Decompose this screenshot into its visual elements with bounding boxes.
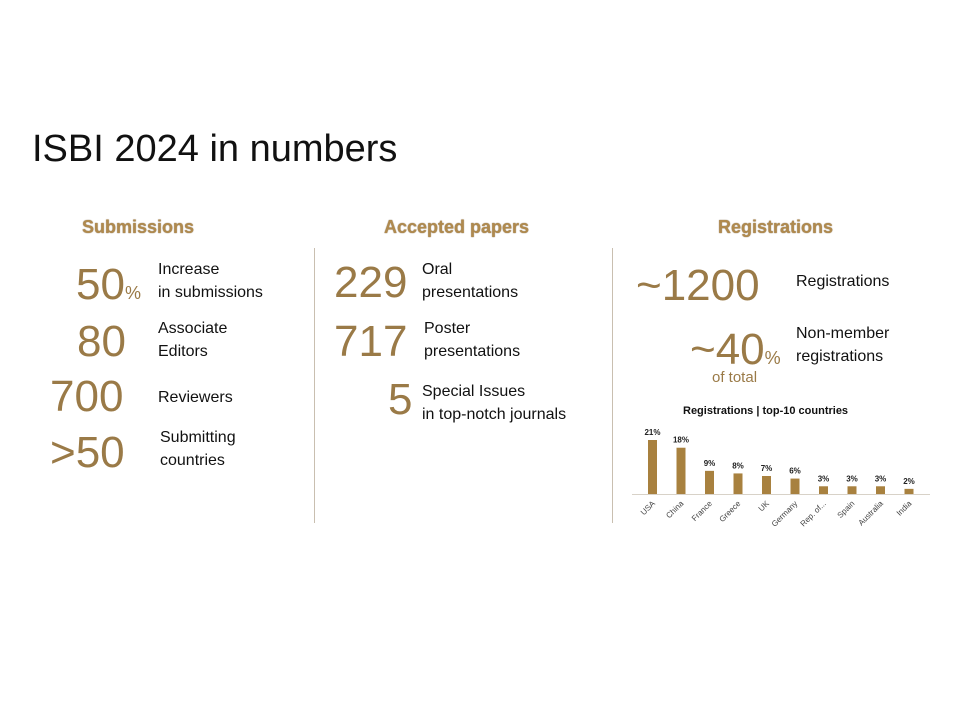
category-label: Rep. of... [799,499,828,528]
reviewers-label: Reviewers [158,386,233,409]
data-label: 3% [846,474,858,483]
data-label: 9% [704,459,716,468]
stat-label-line2: in submissions [158,284,263,301]
bar-china [676,447,686,494]
registrations-total-label: Registrations [796,273,890,290]
associate-editors-value: 80 [77,317,126,366]
bar-france [705,470,714,494]
bar-uk [762,476,771,494]
column-divider-right [612,248,613,523]
data-label: 6% [789,467,801,476]
data-label: 8% [732,461,744,470]
category-label: Greece [717,499,742,524]
stat-value: ~40 [690,325,765,374]
data-label: 21% [644,428,660,437]
category-label: Germany [770,499,800,529]
category-label: Australia [857,499,886,528]
stat-label-line1: Increase [158,261,220,278]
category-label: India [895,499,914,518]
special-issues-value: 5 [388,375,413,424]
chart-svg: 21% USA 18% China 9% France 8% Greece 7% UK 6% Germ… [632,428,930,529]
accepted-papers-heading: Accepted papers [384,217,530,237]
nonmember-value: ~40% [690,328,781,380]
oral-label: Oral presentations [422,258,518,304]
chart-title: Registrations | top-10 countries [683,405,849,417]
bar-usa [648,440,657,494]
category-label: France [690,499,714,523]
bar-spain [847,486,857,494]
stat-label-line2: registrations [796,348,884,365]
bar-germany [790,478,800,494]
category-label: Spain [836,499,857,520]
special-issues-label: Special Issues in top-notch journals [422,380,566,426]
data-label: 18% [673,436,689,445]
column-divider-left [314,248,315,523]
data-label: 7% [761,464,773,473]
poster-label: Poster presentations [424,317,520,363]
category-label: USA [639,499,657,517]
bar-australia [876,486,885,494]
bar-greece [733,473,743,494]
reviewers-value: 700 [50,372,124,421]
submitting-countries-label: Submitting countries [160,426,236,472]
percent-sign: % [124,283,141,303]
submissions-heading: Submissions [82,217,195,237]
submissions-increase-label: Increase in submissions [158,258,263,304]
stat-label-line1: Associate [158,320,228,337]
data-label: 2% [903,477,915,486]
submitting-countries-value: >50 [50,428,125,477]
stat-label-line1: Non-member [796,325,890,342]
poster-value: 717 [334,317,408,366]
stat-label-line2: presentations [424,343,521,360]
data-label: 3% [875,474,887,483]
percent-sign: % [764,348,781,368]
stat-label-line1: Oral [422,261,453,278]
stat-label-line1: Special Issues [422,383,526,400]
stat-label-line2: presentations [422,284,519,301]
page-title: ISBI 2024 in numbers [32,128,398,170]
nonmember-label: Non-member registrations [796,322,889,368]
associate-editors-label: Associate Editors [158,317,227,363]
stat-label-line2: Editors [158,343,208,360]
stat-value: 50 [76,260,125,309]
stat-label-line1: Poster [424,320,471,337]
registrations-heading: Registrations [718,217,834,237]
nonmember-subtext: of total [712,369,758,386]
category-label: UK [757,499,772,514]
registrations-total-value: ~1200 [636,261,760,310]
submissions-increase-value: 50% [76,263,141,315]
country-bar-chart: 21% USA 18% China 9% France 8% Greece 7% UK 6% Germ… [630,418,950,548]
stat-label-line1: Reviewers [158,389,233,406]
stat-label-line2: countries [160,452,225,469]
stat-label-line1: Submitting [160,429,236,446]
category-label: China [664,499,686,521]
bar-india [904,488,914,494]
data-label: 3% [818,474,830,483]
bar-rep-of- [819,486,828,494]
stat-label-line2: in top-notch journals [422,406,567,423]
oral-value: 229 [334,258,408,307]
